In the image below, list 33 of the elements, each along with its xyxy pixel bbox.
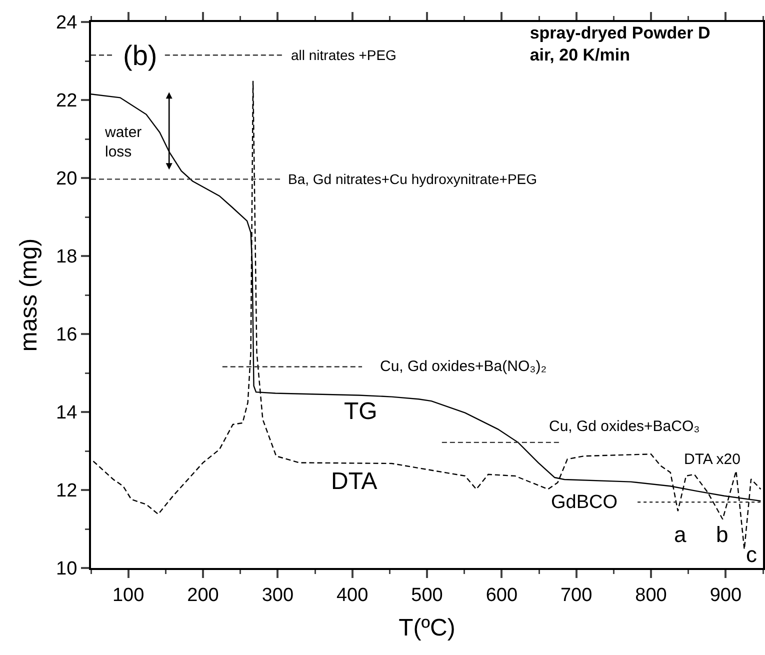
annotation: (b): [123, 40, 158, 71]
y-tick-label: 18: [56, 246, 78, 268]
x-tick-label: 700: [560, 584, 592, 606]
x-tick-label: 500: [411, 584, 443, 606]
annotation: Cu, Gd oxides+BaCO₃: [549, 418, 700, 435]
x-axis-title: T(ºC): [398, 614, 456, 642]
x-tick-label: 800: [635, 584, 667, 606]
annotation: Cu, Gd oxides+Ba(NO₃)₂: [380, 358, 547, 375]
x-tick-label: 200: [187, 584, 219, 606]
x-tick-label: 600: [486, 584, 518, 606]
x-tick-label: 300: [262, 584, 294, 606]
x-tick-label: 400: [336, 584, 368, 606]
annotation: GdBCO: [551, 492, 618, 513]
annotation: a: [674, 522, 687, 547]
y-tick-label: 14: [56, 402, 78, 424]
y-tick-label: 12: [56, 480, 78, 502]
y-tick-label: 10: [56, 558, 78, 580]
text: spray-dryed Powder D air, 20 K/min: [530, 23, 710, 64]
y-tick-label: 24: [56, 12, 78, 34]
y-tick-label: 20: [56, 168, 78, 190]
y-tick-label: 16: [56, 324, 78, 346]
annotation: all nitrates +PEG: [291, 47, 396, 63]
annotation: DTA: [331, 468, 378, 495]
annotation: c: [746, 542, 757, 567]
x-tick-label: 100: [112, 584, 144, 606]
y-tick-label: 22: [56, 90, 78, 112]
annotation: DTA x20: [684, 451, 740, 468]
y-axis-title: mass (mg): [16, 238, 43, 352]
annotation: TG: [344, 398, 378, 425]
annotation: Ba, Gd nitrates+Cu hydroxynitrate+PEG: [288, 171, 538, 187]
x-tick-label: 900: [710, 584, 742, 606]
annotation: water loss: [104, 124, 142, 160]
annotation: b: [716, 522, 728, 547]
